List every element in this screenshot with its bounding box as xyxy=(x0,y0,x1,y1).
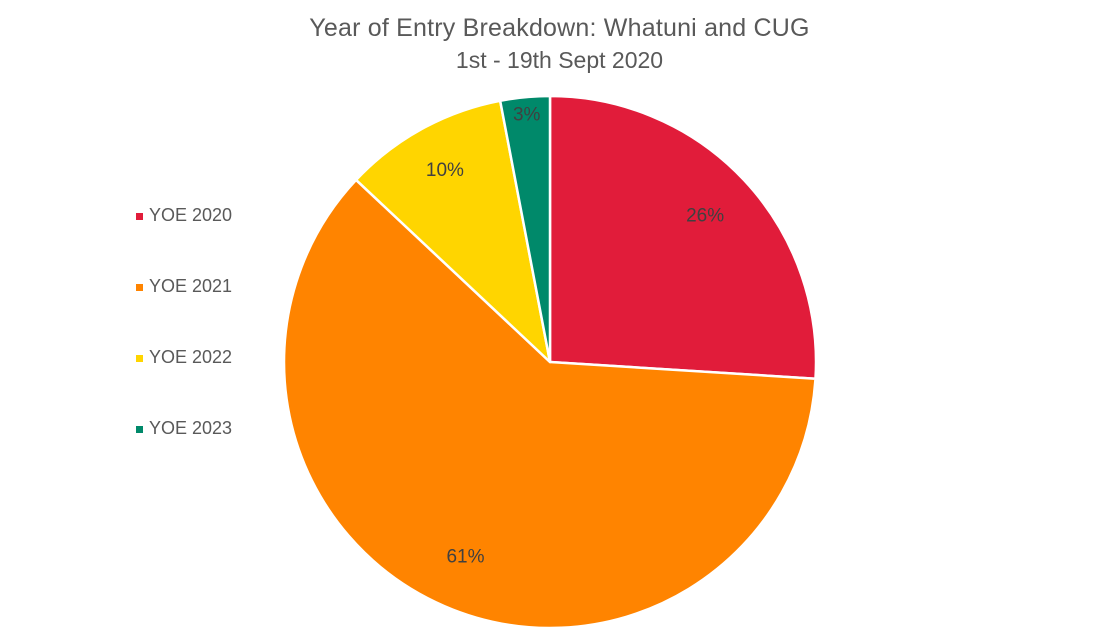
legend-label: YOE 2020 xyxy=(149,205,233,225)
data-label-yoe-2020: 26% xyxy=(686,205,724,226)
legend-swatch xyxy=(136,426,143,433)
legend-item-yoe-2023: YOE 2023 xyxy=(136,413,296,484)
legend-item-yoe-2021: YOE 2021 xyxy=(136,271,296,342)
pie-slice-yoe-2020 xyxy=(548,94,818,380)
legend-label: YOE 2022 xyxy=(149,347,233,367)
pie-slice-yoe-2021 xyxy=(282,178,817,630)
legend-label: YOE 2021 xyxy=(149,276,233,296)
data-label-yoe-2022: 10% xyxy=(426,160,464,181)
legend-swatch xyxy=(136,355,143,362)
chart-legend: YOE 2020 YOE 2021 YOE 2022 YOE 2023 xyxy=(136,200,296,484)
legend-swatch xyxy=(136,213,143,220)
data-label-yoe-2021: 61% xyxy=(446,546,484,567)
legend-item-yoe-2022: YOE 2022 xyxy=(136,342,296,413)
chart-subtitle: 1st - 19th Sept 2020 xyxy=(455,47,664,73)
pie-slice-yoe-2023 xyxy=(498,94,552,364)
legend-label: YOE 2023 xyxy=(149,418,233,438)
legend-item-yoe-2020: YOE 2020 xyxy=(136,200,296,271)
chart-title: Year of Entry Breakdown: Whatuni and CUG xyxy=(309,14,810,42)
legend-swatch xyxy=(136,284,143,291)
pie-slice-yoe-2022 xyxy=(354,99,552,364)
data-label-yoe-2023: 3% xyxy=(513,105,541,126)
